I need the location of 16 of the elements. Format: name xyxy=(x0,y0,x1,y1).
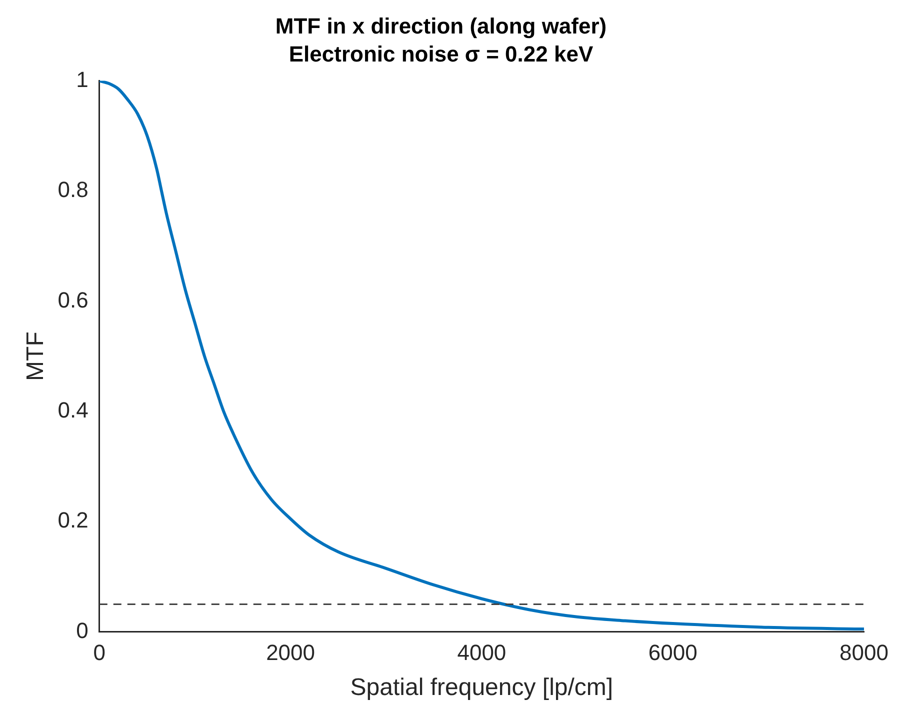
y-axis-title: MTF xyxy=(22,332,50,381)
x-tick-label: 0 xyxy=(93,640,106,666)
chart-title: MTF in x direction (along wafer) xyxy=(275,13,607,38)
x-tick-label: 2000 xyxy=(266,640,316,666)
x-tick-label: 6000 xyxy=(648,640,698,666)
y-tick-label: 1 xyxy=(76,66,88,92)
y-tick-label: 0.4 xyxy=(58,397,88,422)
x-axis-title: Spatial frequency [lp/cm] xyxy=(350,674,614,702)
y-tick-label: 0.8 xyxy=(58,177,88,202)
x-tick-label: 8000 xyxy=(840,640,888,666)
y-tick-label: 0 xyxy=(76,618,88,643)
x-tick-label: 4000 xyxy=(457,640,506,666)
y-tick-label: 0.6 xyxy=(58,287,88,312)
line-series xyxy=(99,80,864,631)
y-tick-label: 0.2 xyxy=(58,508,88,533)
chart-subtitle: Electronic noise σ = 0.22 keV xyxy=(288,42,594,67)
